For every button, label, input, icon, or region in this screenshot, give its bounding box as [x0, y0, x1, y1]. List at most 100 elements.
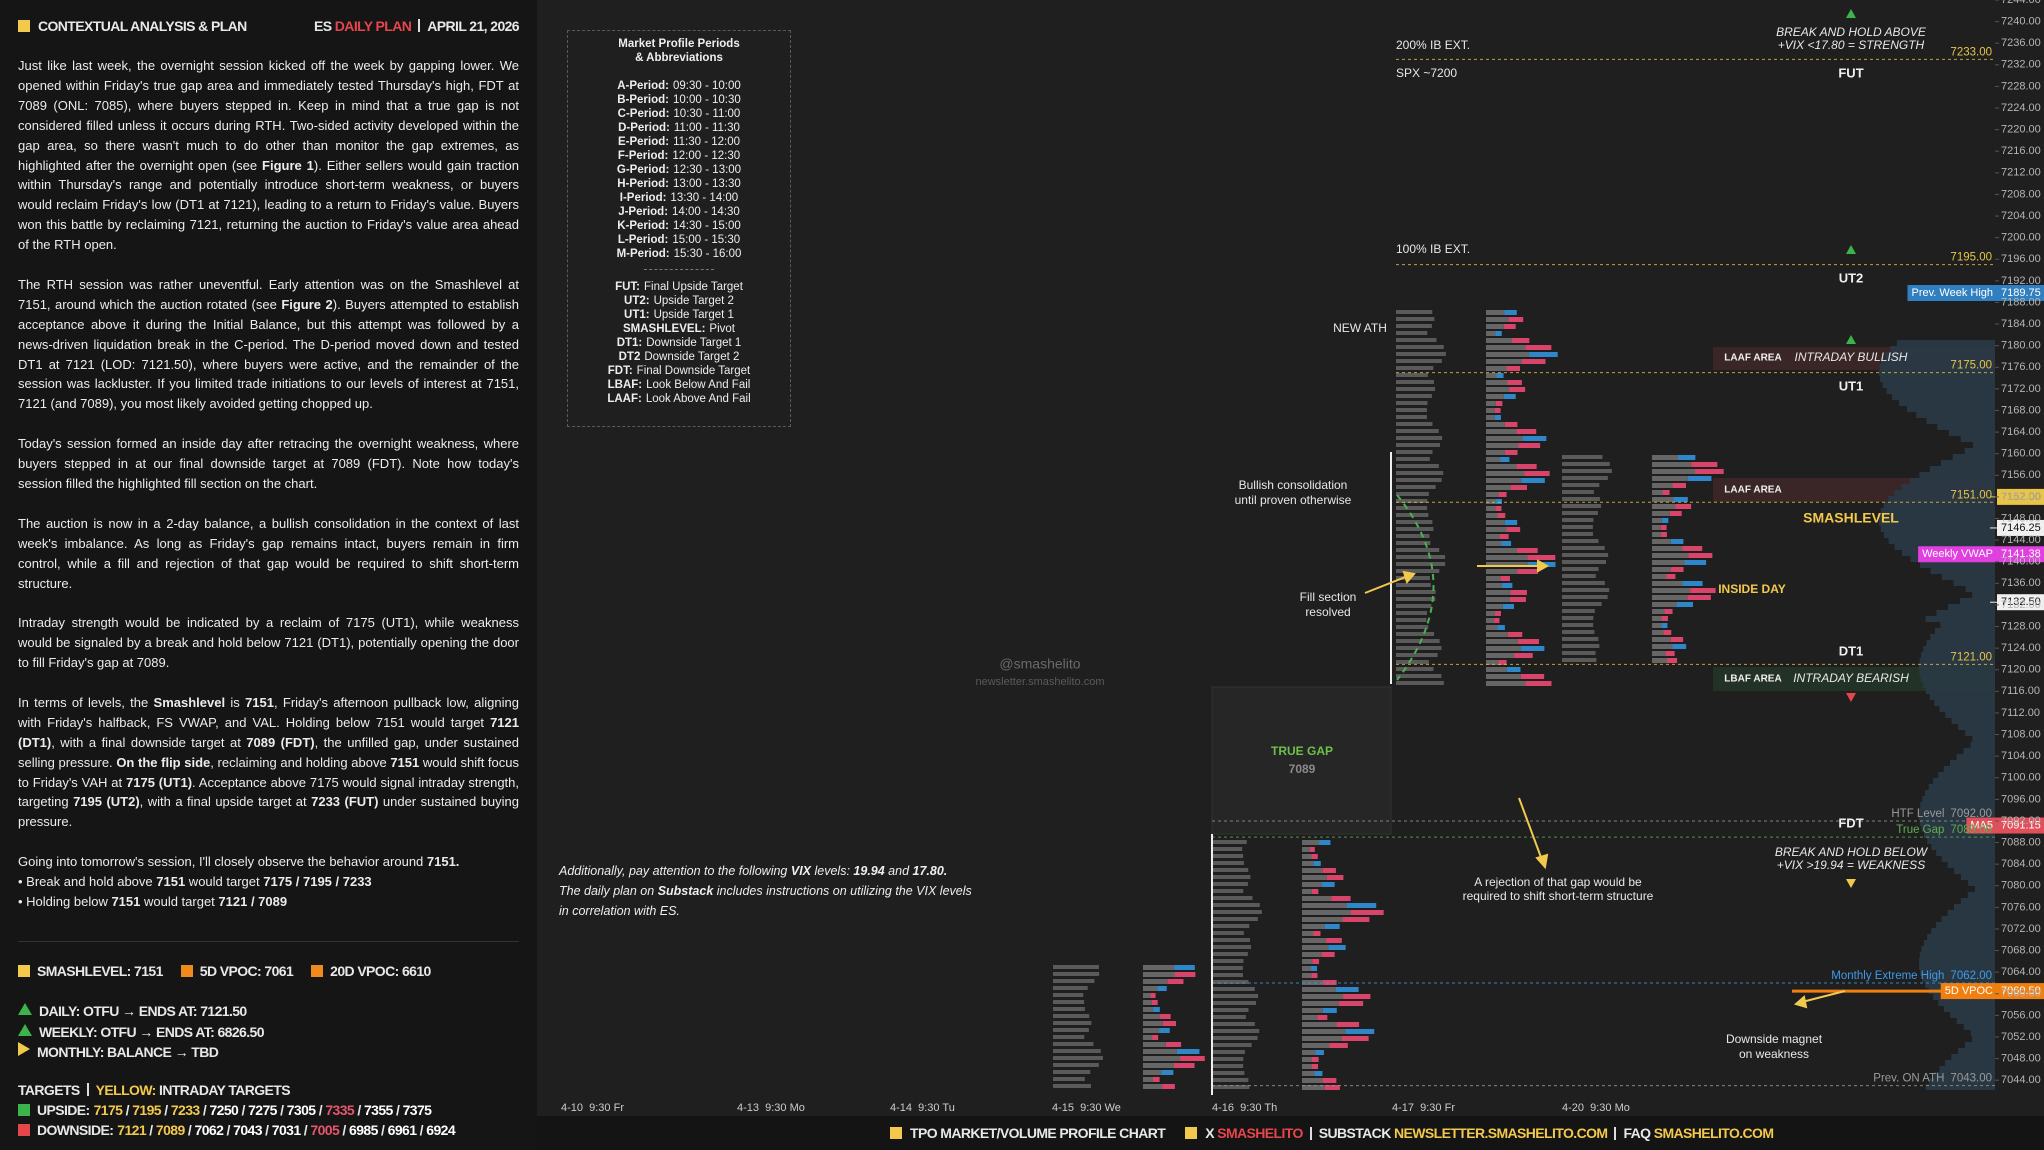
profile-bar — [1322, 868, 1336, 873]
profile-bar — [1486, 653, 1515, 658]
profile-bar — [1143, 979, 1168, 984]
profile-bar — [1486, 506, 1496, 511]
text: , Friday's afternoon pullback low, align… — [18, 694, 519, 730]
profile-bar — [1302, 1001, 1339, 1006]
panel-header: CONTEXTUAL ANALYSIS & PLAN ES DAILY PLAN… — [18, 18, 520, 34]
profile-bar — [1322, 1078, 1337, 1083]
profile-bar — [1652, 581, 1683, 586]
downside-targets: DOWNSIDE: 7121 / 7089 / 7062 / 7043 / 703… — [18, 1122, 456, 1138]
profile-bar — [1503, 324, 1516, 329]
y-tick-label: 7092.00 — [2001, 815, 2041, 827]
profile-bar — [1486, 513, 1498, 518]
profile-bar — [1302, 931, 1314, 936]
profile-bar — [1652, 518, 1662, 523]
level-box — [1997, 546, 2044, 563]
profile-bar — [1331, 896, 1351, 901]
text: , reclaiming and holding above — [210, 754, 391, 770]
tpo-letters — [1562, 644, 1600, 648]
text: Today's session formed an inside day aft… — [18, 436, 519, 491]
profile-bar — [1486, 604, 1503, 609]
profile-bar — [1504, 422, 1518, 427]
box-key: H-Period: — [617, 178, 669, 190]
profile-bar — [1509, 387, 1526, 392]
bold-text: Figure 1 — [262, 157, 314, 173]
target: 7250 — [209, 1102, 239, 1118]
header-left: CONTEXTUAL ANALYSIS & PLAN — [18, 18, 247, 34]
box-value: 14:00 - 14:30 — [672, 206, 740, 218]
level-name: MA5 — [1970, 819, 1993, 831]
annotation: on weakness — [1739, 1047, 1809, 1061]
key-level: 5D VPOC: 7061 — [180, 963, 294, 979]
profile-bar — [1302, 868, 1323, 873]
tpo-letters — [1212, 1085, 1250, 1089]
profile-bar — [1328, 945, 1346, 950]
level-label: 7092.00 — [1950, 808, 1992, 820]
profile-bar — [1496, 373, 1504, 378]
text: levels: — [811, 864, 854, 878]
tpo-letters — [1396, 569, 1440, 573]
legend-box: Market Profile Periods & Abbreviations A-P… — [567, 30, 791, 427]
profile-bar — [1486, 380, 1508, 385]
text: would shift focus to Friday's VAH at — [18, 754, 520, 790]
y-tick-label: 7144.00 — [2001, 534, 2041, 546]
status-text: DAILY: OTFU → ENDS AT: 7121.50 — [39, 1003, 247, 1019]
level-label: 7233.00 — [1950, 46, 1992, 58]
profile-bar — [1525, 681, 1552, 686]
level-name-box — [1918, 546, 1997, 563]
tpo-letters — [1396, 359, 1442, 363]
tpo-letters — [1562, 616, 1594, 620]
profile-bar — [1311, 1057, 1319, 1062]
box-key: K-Period: — [617, 220, 669, 232]
y-tick-label: 7216.00 — [2001, 145, 2041, 157]
box-key: FDT: — [607, 365, 633, 377]
level-label: 7175.00 — [1950, 360, 1992, 372]
profile-bar — [1503, 394, 1516, 399]
key-levels: SMASHLEVEL: 7151 5D VPOC: 7061 20D VPOC: 6… — [18, 963, 449, 979]
text: would target — [185, 874, 264, 890]
profile-bar — [1529, 352, 1558, 357]
tpo-letters — [1396, 387, 1436, 391]
level-label: 7043.00 — [1950, 1073, 1992, 1085]
tpo-letters — [1562, 602, 1602, 606]
divider — [644, 269, 714, 270]
y-tick-label: 7240.00 — [2001, 16, 2041, 28]
text: under sustained buying pressure. — [18, 794, 520, 830]
level-box — [1997, 594, 2044, 611]
tpo-letters — [1562, 539, 1599, 543]
profile-bar — [1302, 980, 1323, 985]
profile-bar — [1691, 462, 1718, 467]
level-label: 7151.00 — [1950, 489, 1992, 501]
target: 6924 — [426, 1122, 456, 1138]
profile-bar — [1486, 667, 1507, 672]
target: 7175 — [93, 1102, 123, 1118]
box-row: A-Period: 09:30 - 10:00 — [568, 79, 790, 93]
tpo-letters — [1212, 1064, 1244, 1068]
annotation: BREAK AND HOLD BELOW — [1775, 845, 1929, 859]
annotation: SPX ~7200 — [1396, 66, 1457, 80]
box-row: UT1: Upside Target 1 — [568, 308, 790, 322]
profile-bar — [1143, 1000, 1152, 1005]
tpo-letters — [1396, 534, 1430, 538]
profile-bar — [1302, 847, 1310, 852]
tpo-letters — [1396, 464, 1439, 468]
profile-bar — [1486, 422, 1505, 427]
profile-bar — [1302, 1008, 1323, 1013]
profile-bar — [1672, 483, 1686, 488]
profile-bar — [1486, 352, 1530, 357]
footer-faq-url: SMASHELITO.COM — [1653, 1125, 1774, 1141]
paragraph: Today's session formed an inside day aft… — [18, 434, 519, 494]
separator: / — [122, 1102, 133, 1118]
box-row: E-Period: 11:30 - 12:00 — [568, 135, 790, 149]
y-tick-label: 7188.00 — [2001, 296, 2041, 308]
level-name: True Gap — [1896, 824, 1944, 836]
profile-bar — [1346, 903, 1377, 908]
profile-bar — [1486, 611, 1495, 616]
profile-bar — [1143, 1042, 1166, 1047]
profile-bar — [1652, 511, 1670, 516]
box-key: D-Period: — [618, 122, 670, 134]
profile-bar — [1173, 1063, 1195, 1068]
symbol: ES — [314, 18, 332, 34]
text: and — [884, 864, 913, 878]
box-row: LBAF: Look Below And Fail — [568, 378, 790, 392]
box-row: FUT: Final Upside Target — [568, 280, 790, 294]
